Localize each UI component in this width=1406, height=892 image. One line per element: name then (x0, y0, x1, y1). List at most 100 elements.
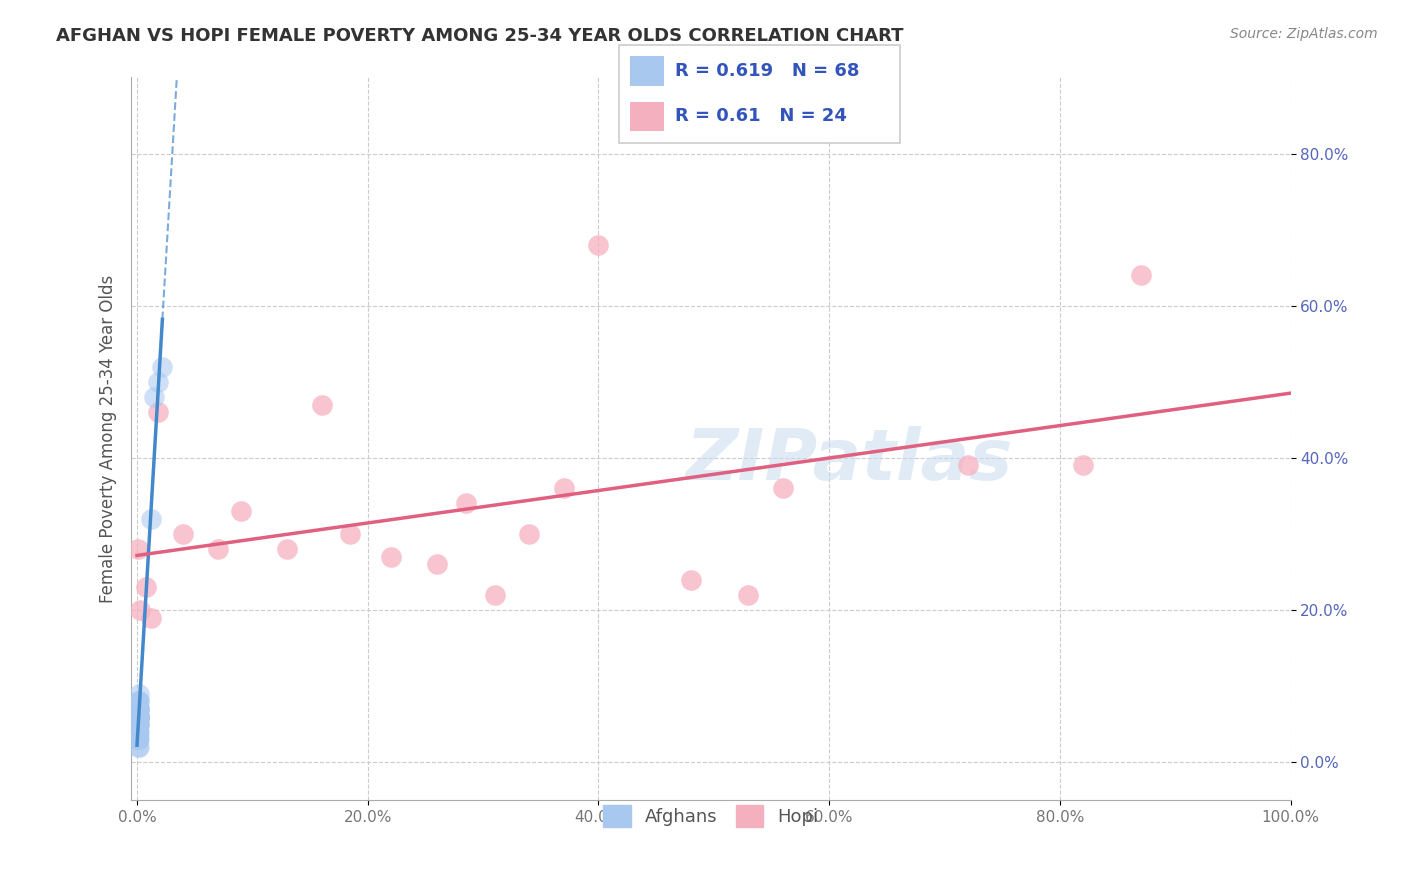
Point (772, 481, 794, 495)
Point (127, 717, 149, 731)
Point (139, 610, 162, 624)
Point (127, 717, 149, 731)
Point (128, 717, 150, 731)
Point (128, 687, 150, 701)
Point (588, 237, 610, 252)
Point (127, 717, 149, 731)
Point (127, 724, 149, 739)
Point (127, 717, 149, 731)
Point (143, 390, 166, 404)
Point (127, 709, 149, 723)
Point (127, 724, 149, 739)
Point (127, 717, 149, 731)
Point (454, 496, 477, 510)
Point (127, 717, 149, 731)
Point (139, 512, 162, 526)
Point (127, 732, 149, 747)
Point (127, 724, 149, 739)
Point (128, 709, 150, 723)
Point (127, 717, 149, 731)
Y-axis label: Female Poverty Among 25-34 Year Olds: Female Poverty Among 25-34 Year Olds (100, 275, 117, 603)
Text: AFGHAN VS HOPI FEMALE POVERTY AMONG 25-34 YEAR OLDS CORRELATION CHART: AFGHAN VS HOPI FEMALE POVERTY AMONG 25-3… (56, 27, 904, 45)
Point (229, 504, 252, 518)
Point (127, 717, 149, 731)
Point (679, 573, 702, 587)
FancyBboxPatch shape (619, 45, 900, 143)
Point (127, 717, 149, 731)
Point (127, 724, 149, 739)
Point (127, 717, 149, 731)
Point (128, 709, 150, 723)
Bar (630, 102, 664, 131)
Point (127, 717, 149, 731)
Point (127, 724, 149, 739)
Point (127, 732, 149, 747)
Text: R = 0.619   N = 68: R = 0.619 N = 68 (675, 62, 859, 80)
Point (127, 724, 149, 739)
Point (127, 724, 149, 739)
Point (127, 724, 149, 739)
Point (146, 405, 169, 419)
Point (127, 724, 149, 739)
Point (956, 458, 979, 473)
Point (127, 724, 149, 739)
Point (128, 702, 150, 716)
Point (128, 732, 150, 747)
Bar (630, 56, 664, 86)
Point (128, 709, 150, 723)
Point (311, 398, 333, 412)
Point (146, 375, 169, 389)
Point (128, 694, 150, 708)
Point (128, 724, 150, 739)
Point (127, 717, 149, 731)
Point (127, 724, 149, 739)
Point (127, 739, 149, 754)
Point (484, 588, 506, 602)
Point (127, 724, 149, 739)
Point (128, 739, 150, 754)
Point (127, 709, 149, 723)
Point (128, 709, 150, 723)
Point (127, 717, 149, 731)
Point (276, 542, 298, 557)
Point (128, 717, 150, 731)
Legend: Afghans, Hopi: Afghans, Hopi (596, 798, 825, 835)
Point (128, 702, 150, 716)
Point (128, 709, 150, 723)
Point (129, 603, 152, 617)
Point (207, 542, 229, 557)
Point (127, 694, 149, 708)
Point (127, 717, 149, 731)
Point (127, 542, 149, 557)
Point (1071, 458, 1094, 473)
Point (339, 527, 361, 541)
Point (426, 558, 449, 572)
Point (737, 588, 759, 602)
Text: ZIPatlas: ZIPatlas (686, 426, 1014, 495)
Point (127, 717, 149, 731)
Point (127, 732, 149, 747)
Point (127, 732, 149, 747)
Point (127, 709, 149, 723)
Point (517, 527, 540, 541)
Point (127, 702, 149, 716)
Point (135, 580, 157, 594)
Point (1129, 268, 1152, 283)
Point (128, 709, 150, 723)
Point (127, 724, 149, 739)
Point (128, 717, 150, 731)
Point (128, 709, 150, 723)
Point (128, 702, 150, 716)
Point (380, 549, 402, 564)
Point (152, 359, 174, 374)
Point (553, 481, 575, 495)
Point (127, 724, 149, 739)
Point (128, 709, 150, 723)
Point (127, 732, 149, 747)
Text: Source: ZipAtlas.com: Source: ZipAtlas.com (1230, 27, 1378, 41)
Point (128, 694, 150, 708)
Point (127, 724, 149, 739)
Point (128, 702, 150, 716)
Point (172, 527, 194, 541)
Point (127, 724, 149, 739)
